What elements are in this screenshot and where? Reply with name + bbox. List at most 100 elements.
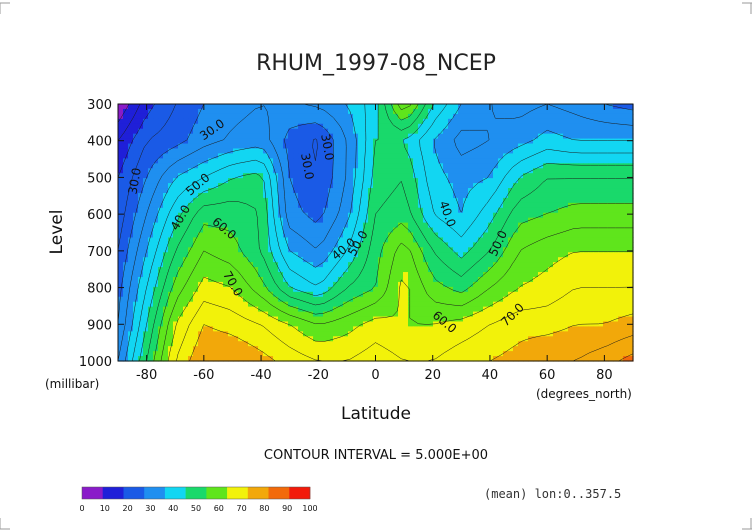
heatmap-cell [548,222,554,229]
heatmap-cell [398,301,404,308]
heatmap-cell [623,281,629,288]
heatmap-cell [383,267,389,273]
heatmap-cell [163,197,169,204]
heatmap-cell [493,133,499,140]
heatmap-cell [363,178,369,184]
heatmap-cell [533,252,539,258]
heatmap-cell [338,217,344,224]
heatmap-cell [258,262,264,268]
heatmap-cell [458,281,464,288]
heatmap-cell [263,331,269,337]
heatmap-cell [328,143,334,150]
heatmap-cell [128,326,134,332]
heatmap-cell [403,272,409,278]
heatmap-cell [238,104,244,110]
heatmap-cell [423,202,429,209]
heatmap-cell [523,113,529,120]
heatmap-cell [473,247,479,253]
heatmap-cell [128,108,134,115]
heatmap-cell [138,291,144,298]
heatmap-cell [183,148,189,155]
heatmap-cell [298,232,304,239]
heatmap-cell [493,104,499,110]
heatmap-cell [403,148,409,155]
heatmap-cell [568,138,574,145]
heatmap-cell [583,267,589,273]
heatmap-cell [338,178,344,184]
heatmap-cell [408,212,414,219]
heatmap-cell [443,232,449,239]
heatmap-cell [563,276,569,283]
heatmap-cell [588,242,594,248]
heatmap-cell [463,232,469,239]
heatmap-cell [153,257,159,263]
heatmap-cell [593,326,599,332]
heatmap-cell [243,163,249,169]
heatmap-cell [203,316,209,323]
heatmap-cell [358,296,364,303]
heatmap-cell [473,222,479,229]
heatmap-cell [593,336,599,342]
heatmap-cell [558,316,564,323]
heatmap-cell [193,158,199,164]
heatmap-cell [573,143,579,150]
heatmap-cell [403,108,409,115]
heatmap-cell [218,291,224,298]
heatmap-cell [523,316,529,323]
heatmap-cell [343,148,349,155]
heatmap-cell [583,183,589,189]
heatmap-cell [573,123,579,130]
heatmap-cell [263,321,269,327]
heatmap-cell [488,242,494,248]
heatmap-cell [568,232,574,239]
heatmap-cell [363,242,369,248]
heatmap-cell [513,326,519,332]
heatmap-cell [143,316,149,323]
heatmap-cell [473,336,479,342]
heatmap-cell [178,183,184,189]
heatmap-cell [593,247,599,253]
heatmap-cell [418,143,424,150]
heatmap-cell [153,118,159,125]
heatmap-cell [388,286,394,293]
heatmap-cell [503,158,509,164]
heatmap-cell [403,153,409,159]
heatmap-cell [433,227,439,234]
heatmap-cell [303,296,309,303]
heatmap-cell [578,306,584,313]
heatmap-cell [248,163,254,169]
heatmap-cell [168,168,174,174]
heatmap-cell [558,257,564,263]
heatmap-cell [493,291,499,298]
heatmap-cell [298,183,304,189]
heatmap-cell [503,291,509,298]
heatmap-cell [443,217,449,224]
heatmap-cell [418,257,424,263]
heatmap-cell [448,133,454,140]
heatmap-cell [533,321,539,327]
heatmap-cell [528,158,534,164]
heatmap-cell [448,168,454,174]
heatmap-cell [438,113,444,120]
heatmap-cell [378,252,384,258]
heatmap-cell [388,316,394,323]
heatmap-cell [588,178,594,184]
heatmap-cell [208,183,214,189]
heatmap-cell [403,173,409,179]
heatmap-cell [518,153,524,159]
heatmap-cell [433,336,439,342]
heatmap-cell [163,192,169,199]
heatmap-cell [468,326,474,332]
heatmap-cell [238,286,244,293]
heatmap-cell [498,227,504,234]
heatmap-cell [273,202,279,209]
heatmap-cell [273,252,279,258]
heatmap-cell [453,178,459,184]
heatmap-cell [138,336,144,342]
heatmap-cell [283,281,289,288]
heatmap-cell [328,138,334,145]
heatmap-cell [418,272,424,278]
heatmap-cell [178,326,184,332]
heatmap-cell [323,138,329,145]
heatmap-cell [303,128,309,135]
